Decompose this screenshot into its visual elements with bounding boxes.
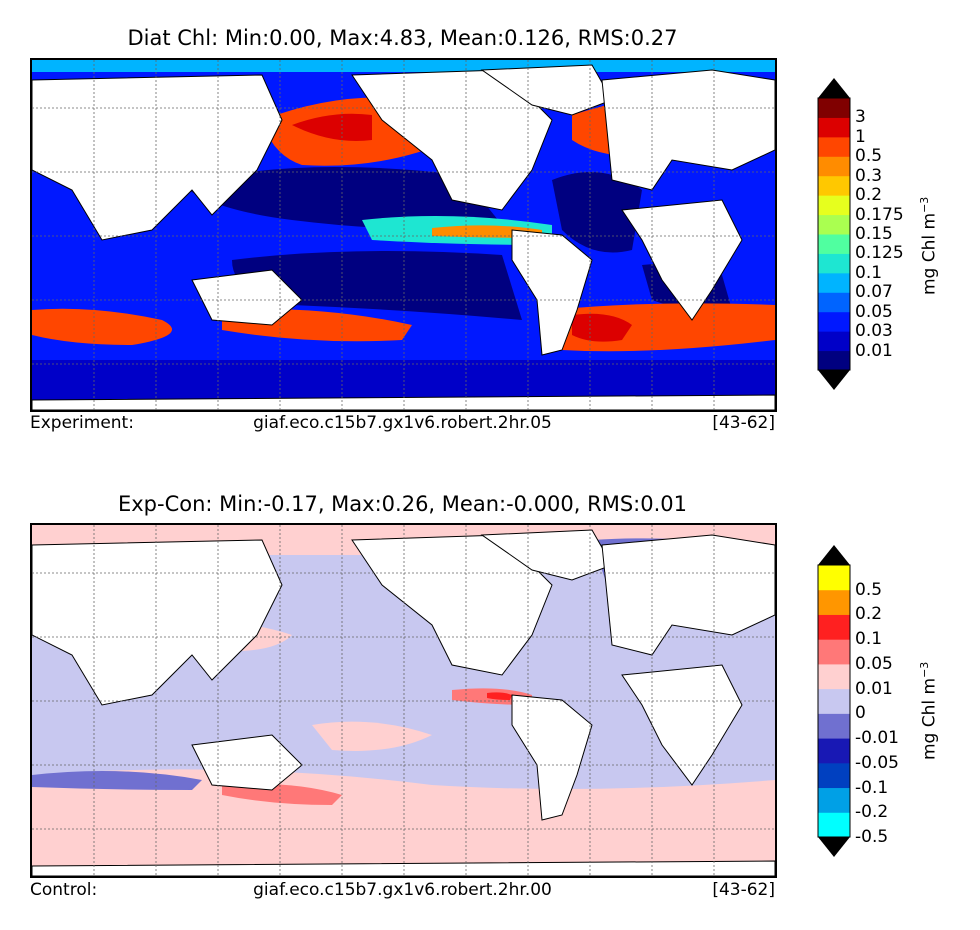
colorbar-block: [818, 565, 850, 591]
colorbar-block: [818, 136, 850, 157]
colorbar-block: [818, 234, 850, 254]
top-map-title: Diat Chl: Min:0.00, Max:4.83, Mean:0.126…: [127, 26, 678, 50]
colorbar-block: [818, 688, 850, 714]
colorbar-tick-label: 0.05: [855, 301, 893, 322]
experiment-years: [43-62]: [712, 413, 775, 433]
colorbar-tick-label: 0.2: [855, 604, 883, 625]
colorbar-block: [818, 272, 850, 293]
equatorial-positive-core: [487, 692, 512, 700]
colorbar-block: [818, 331, 850, 352]
colorbar-extend-high: [818, 78, 850, 98]
bottom-map-canvas: [32, 525, 775, 876]
top-colorbar-unit: mg Chl m−3: [918, 196, 940, 295]
bottom-footer: Control: giaf.eco.c15b7.gx1v6.robert.2hr…: [30, 880, 775, 904]
top-colorbar-graphic: [817, 78, 851, 390]
colorbar-tick-label: 0.5: [855, 579, 883, 600]
southern-indian-bloom: [32, 308, 172, 345]
colorbar-tick-label: 0.2: [855, 185, 883, 206]
colorbar-tick-label: 0.175: [855, 204, 904, 225]
colorbar-tick-label: 0.01: [855, 678, 893, 699]
colorbar-tick-label: 0.3: [855, 165, 883, 186]
colorbar-block: [818, 350, 850, 371]
top-map: [30, 58, 777, 412]
colorbar-block: [818, 787, 850, 813]
colorbar-tick-label: -0.01: [855, 728, 899, 749]
land: [32, 64, 775, 410]
colorbar-block: [818, 156, 850, 177]
bottom-colorbar-graphic: [817, 545, 851, 857]
colorbar-block: [818, 253, 850, 274]
colorbar-tick-label: -0.05: [855, 752, 899, 773]
colorbar-block: [818, 713, 850, 739]
north-pacific-high: [292, 113, 372, 141]
south-pacific-gyre: [232, 251, 522, 320]
colorbar-tick-label: 1: [855, 126, 866, 147]
colorbar-frame: [817, 97, 851, 371]
control-run-name: giaf.eco.c15b7.gx1v6.robert.2hr.00: [253, 880, 552, 900]
colorbar-tick-label: 0: [855, 703, 866, 724]
colorbar-tick-label: 0.03: [855, 321, 893, 342]
experiment-run-name: giaf.eco.c15b7.gx1v6.robert.2hr.05: [253, 413, 552, 433]
top-colorbar: [817, 78, 851, 390]
north-atlantic-gyre: [552, 172, 642, 253]
colorbar-block: [818, 663, 850, 690]
top-footer: Experiment: giaf.eco.c15b7.gx1v6.robert.…: [30, 413, 775, 437]
colorbar-block: [818, 311, 850, 332]
colorbar-block: [818, 98, 850, 118]
colorbar-block: [818, 738, 850, 764]
colorbar-block: [818, 175, 850, 196]
colorbar-block: [818, 117, 850, 138]
colorbar-tick-label: 0.07: [855, 282, 893, 303]
bottom-map: [30, 523, 777, 878]
southern-atlantic-high: [572, 313, 632, 342]
experiment-label: Experiment:: [30, 413, 134, 433]
colorbar-tick-label: -0.5: [855, 827, 889, 847]
colorbar-block: [818, 614, 850, 640]
graticule: [32, 525, 775, 876]
colorbar-block: [818, 589, 850, 615]
bottom-colorbar: [817, 545, 851, 857]
colorbar-block: [818, 292, 850, 313]
land: [32, 529, 775, 876]
colorbar-tick-label: -0.1: [855, 777, 889, 798]
arctic-band: [32, 60, 775, 72]
colorbar-tick-label: 0.1: [855, 629, 883, 650]
colorbar-block: [818, 214, 850, 235]
colorbar-extend-high: [818, 545, 850, 565]
colorbar-tick-label: -0.2: [855, 802, 889, 823]
colorbar-extend-low: [818, 370, 850, 390]
control-years: [43-62]: [712, 880, 775, 900]
bottom-map-title: Exp-Con: Min:-0.17, Max:0.26, Mean:-0.00…: [117, 492, 687, 516]
colorbar-extend-low: [818, 837, 850, 857]
colorbar-tick-label: 0.5: [855, 146, 883, 167]
southern-negative-band: [32, 771, 202, 790]
colorbar-block: [818, 812, 850, 838]
southern-positive-streak: [222, 783, 342, 805]
colorbar-block: [818, 195, 850, 216]
colorbar-tick-label: 3: [855, 107, 866, 128]
colorbar-tick-label: 0.15: [855, 224, 893, 244]
colorbar-tick-label: 0.05: [855, 653, 893, 674]
colorbar-frame: [817, 564, 851, 838]
colorbar-tick-label: 0.1: [855, 262, 883, 283]
colorbar-tick-label: 0.01: [855, 340, 893, 361]
colorbar-tick-label: 0.125: [855, 243, 904, 264]
control-label: Control:: [30, 880, 98, 900]
top-map-canvas: [32, 60, 775, 410]
colorbar-block: [818, 762, 850, 789]
bottom-colorbar-unit: mg Chl m−3: [918, 661, 940, 760]
colorbar-block: [818, 639, 850, 665]
